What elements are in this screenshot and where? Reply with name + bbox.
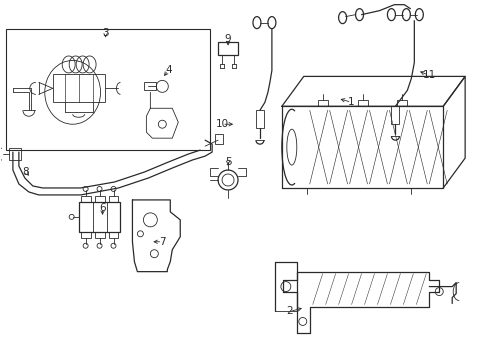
Bar [53, 75, 104, 102]
Bar [145, 82, 156, 90]
Bar [108, 232, 119, 238]
Bar [397, 100, 407, 106]
Bar [358, 100, 368, 106]
Bar [318, 100, 328, 106]
Text: 4: 4 [165, 66, 172, 76]
Bar [81, 232, 91, 238]
Bar [81, 196, 91, 202]
Bar [95, 232, 104, 238]
Text: 5: 5 [225, 157, 231, 167]
Bar [78, 202, 121, 232]
Bar [218, 41, 238, 55]
Bar [95, 196, 104, 202]
Bar [256, 110, 264, 128]
Text: 3: 3 [102, 28, 109, 37]
Bar [9, 148, 21, 160]
Bar [392, 106, 399, 124]
Text: 2: 2 [287, 306, 293, 316]
Text: 10: 10 [216, 119, 229, 129]
Text: 11: 11 [423, 71, 436, 80]
Text: 1: 1 [348, 97, 355, 107]
Text: 9: 9 [225, 33, 231, 44]
Bar [6, 28, 210, 150]
Text: 8: 8 [23, 167, 29, 177]
Bar [108, 196, 119, 202]
Text: 6: 6 [99, 203, 106, 213]
Bar [215, 134, 223, 144]
Text: 7: 7 [159, 237, 166, 247]
